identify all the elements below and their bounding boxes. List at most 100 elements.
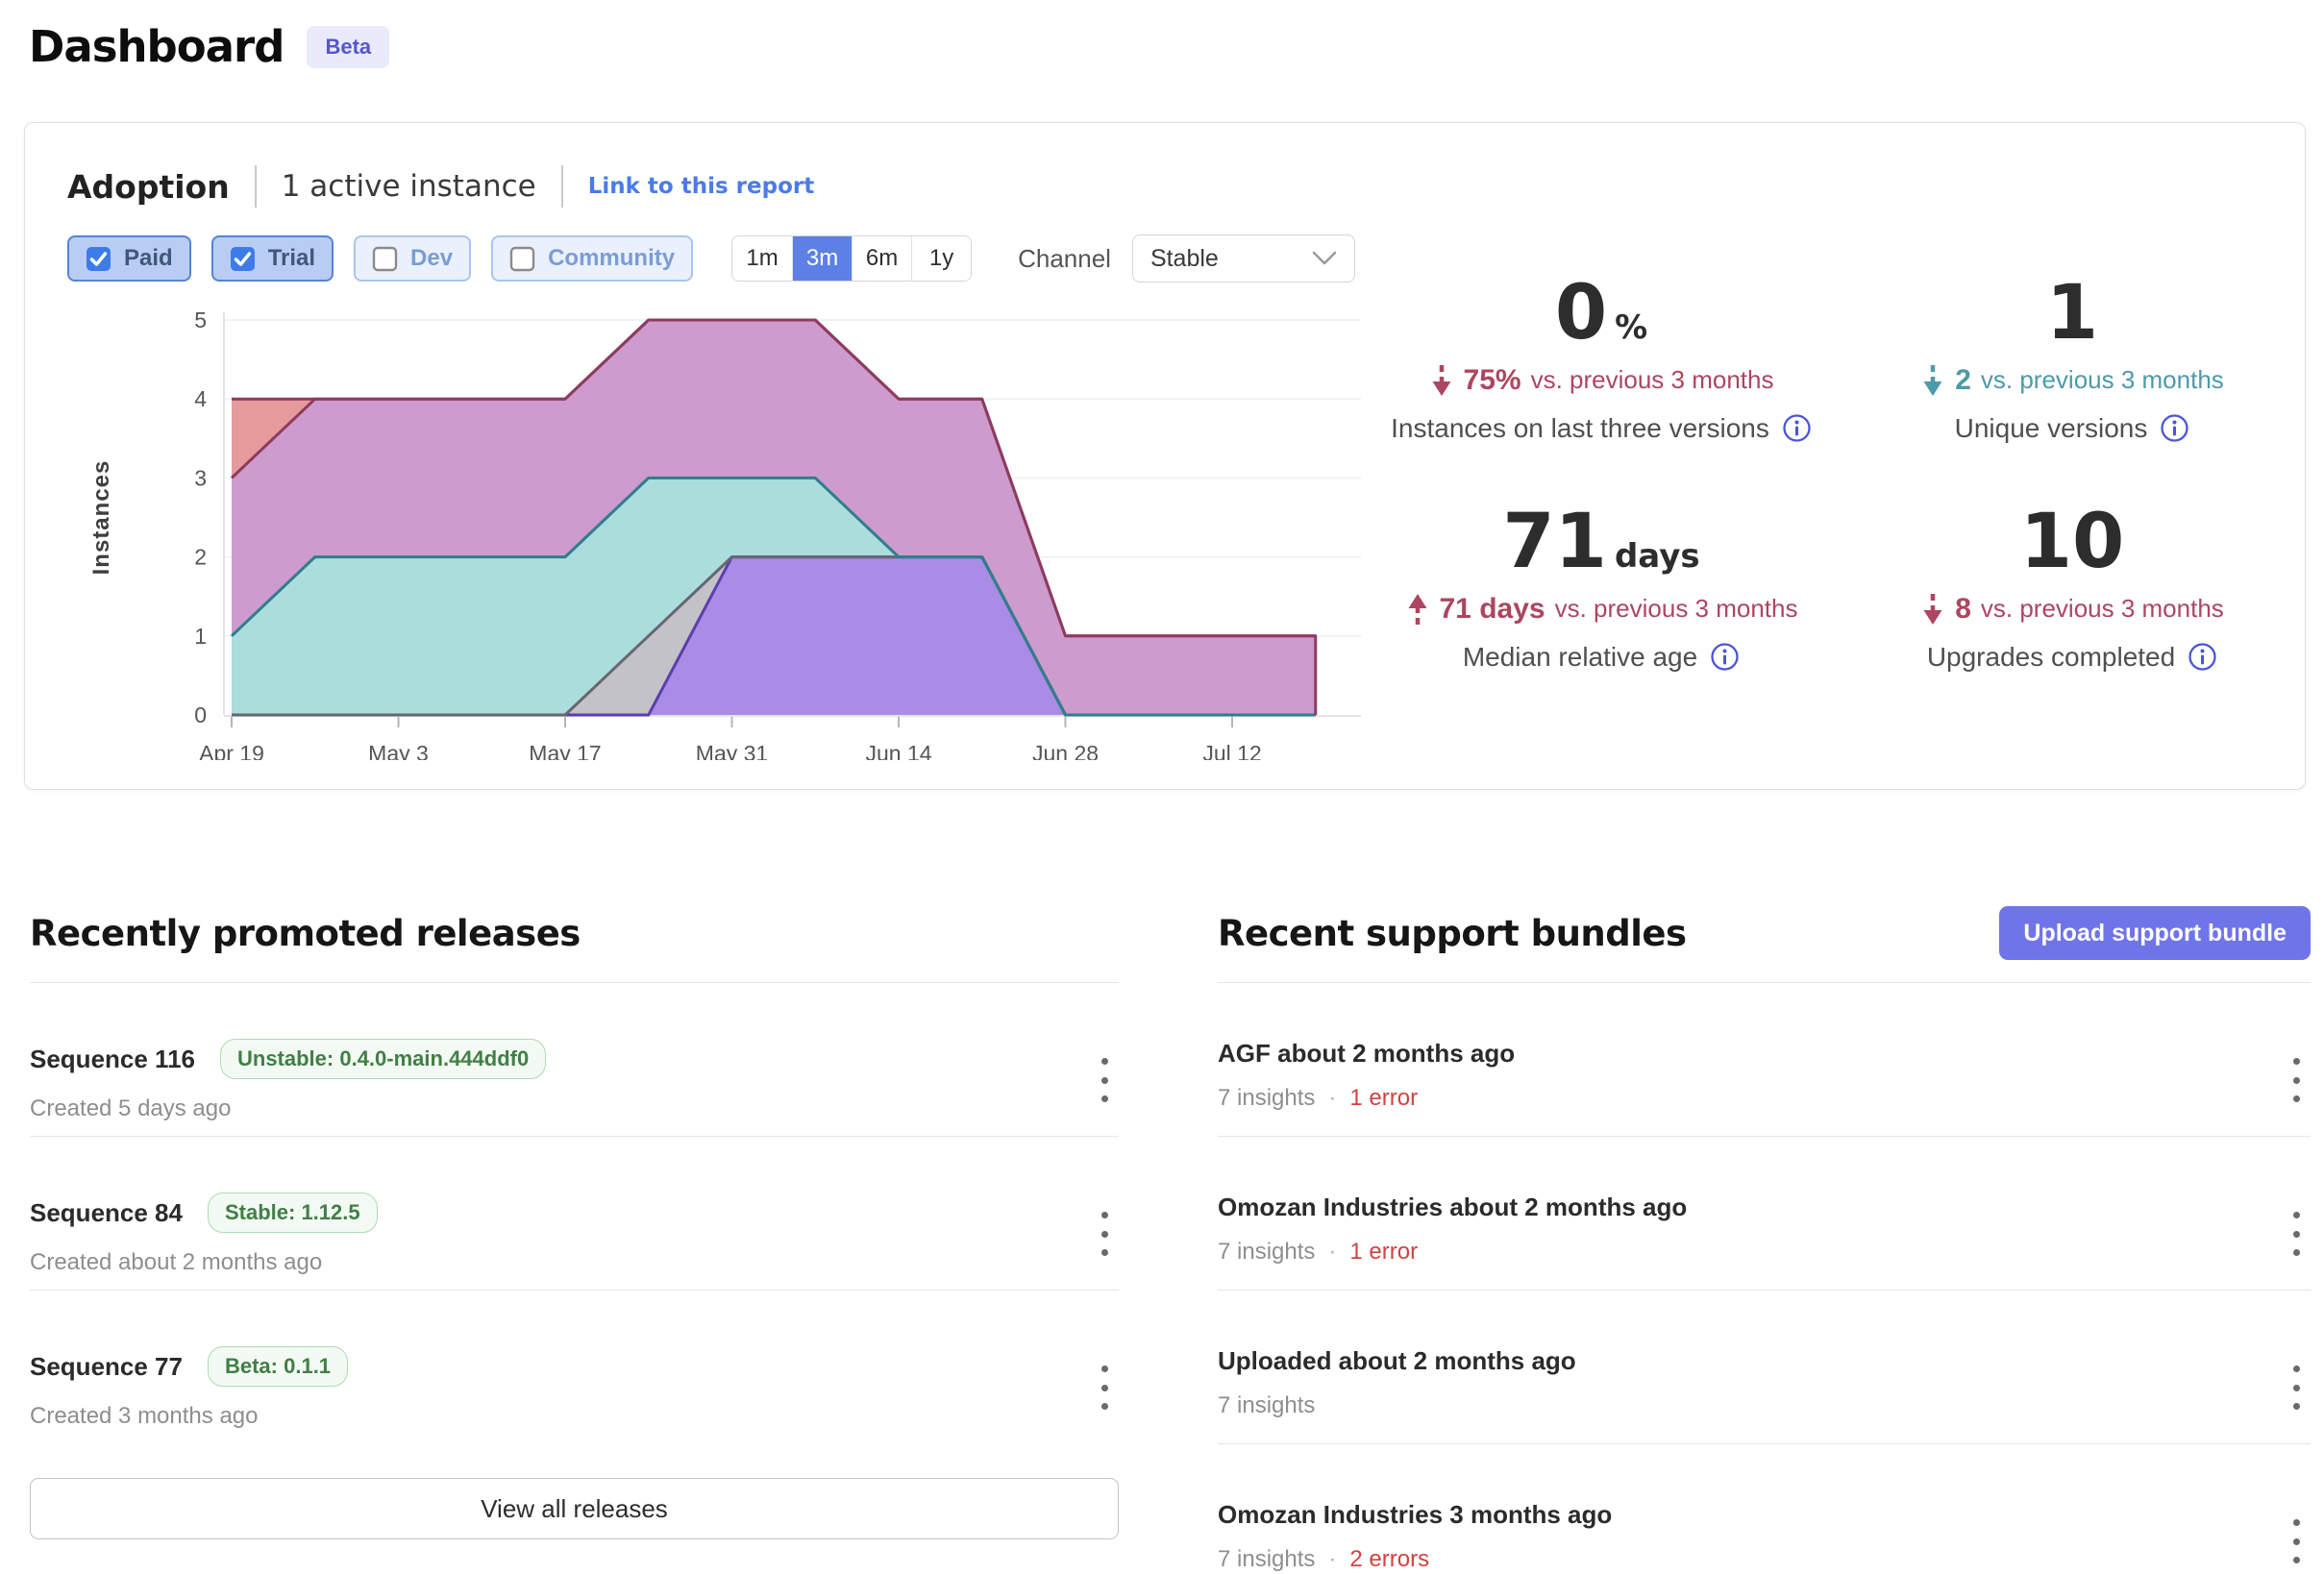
bundle-meta: 7 insights · 1 error bbox=[1218, 1239, 2311, 1266]
link-to-report[interactable]: Link to this report bbox=[587, 174, 815, 199]
adoption-card-header: Adoption 1 active instance Link to this … bbox=[67, 165, 814, 208]
stat-value-suffix: days bbox=[1614, 537, 1700, 576]
checkbox-unchecked-icon bbox=[372, 246, 398, 271]
bundle-insights-count: 7 insights bbox=[1218, 1085, 1316, 1111]
release-channel-badge: Beta: 0.1.1 bbox=[207, 1346, 349, 1387]
x-tick-label: Jun 14 bbox=[865, 741, 931, 760]
filter-paid[interactable]: Paid bbox=[67, 235, 191, 282]
release-title: Sequence 84 bbox=[30, 1197, 183, 1227]
release-title-line: Sequence 116 Unstable: 0.4.0-main.444ddf0 bbox=[30, 1039, 1119, 1079]
stat-delta: 2 vs. previous 3 months bbox=[1837, 363, 2308, 398]
release-menu-button[interactable] bbox=[1098, 1058, 1111, 1102]
bundle-title-line: AGF about 2 months ago bbox=[1218, 1039, 2311, 1069]
stat-median-relative-age: 71 days 71 days vs. previous 3 months Median… bbox=[1366, 503, 1837, 732]
bundle-row: Omozan Industries 3 months ago 7 insights… bbox=[1218, 1443, 2311, 1574]
dot-separator: · bbox=[1328, 1085, 1337, 1111]
filter-community[interactable]: Community bbox=[491, 235, 694, 282]
info-icon[interactable] bbox=[1710, 642, 1740, 672]
y-tick-label: 1 bbox=[194, 624, 207, 649]
bundle-title: Omozan Industries 3 months ago bbox=[1218, 1500, 1613, 1529]
stat-upgrades-completed: 10 8 vs. previous 3 months Upgrades complet… bbox=[1837, 503, 2308, 732]
stat-value: 1 bbox=[2045, 270, 2099, 357]
bundle-error-count: 1 error bbox=[1349, 1085, 1419, 1111]
stat-value: 0% bbox=[1554, 270, 1648, 357]
area-version-pink bbox=[232, 320, 1316, 715]
checkbox-checked-icon bbox=[230, 246, 255, 271]
info-icon[interactable] bbox=[1782, 413, 1812, 443]
bundle-menu-button[interactable] bbox=[2289, 1212, 2303, 1256]
checkbox-unchecked-icon bbox=[509, 246, 535, 271]
release-channel-badge: Stable: 1.12.5 bbox=[207, 1193, 378, 1233]
range-button-6m[interactable]: 6m bbox=[852, 236, 912, 281]
release-row: Sequence 116 Unstable: 0.4.0-main.444ddf0… bbox=[30, 982, 1119, 1136]
bundle-insights-count: 7 insights bbox=[1218, 1239, 1316, 1265]
release-created-text: Created 3 months ago bbox=[30, 1403, 259, 1429]
bundle-list: AGF about 2 months ago 7 insights · 1 error… bbox=[1218, 982, 2311, 1574]
license-filter-group: Paid Trial Dev Community bbox=[67, 235, 694, 282]
support-bundles-section: Recent support bundles Upload support bu… bbox=[1218, 905, 2311, 1574]
range-button-1m[interactable]: 1m bbox=[732, 236, 793, 281]
stat-delta-caption: vs. previous 3 months bbox=[1530, 365, 1774, 395]
bundle-title: Omozan Industries about 2 months ago bbox=[1218, 1193, 1688, 1221]
info-icon[interactable] bbox=[2188, 642, 2217, 672]
bundle-title-line: Omozan Industries about 2 months ago bbox=[1218, 1193, 2311, 1222]
divider bbox=[254, 165, 257, 208]
release-created-text: Created about 2 months ago bbox=[30, 1249, 323, 1275]
y-tick-label: 2 bbox=[194, 545, 207, 570]
filter-dev[interactable]: Dev bbox=[354, 235, 472, 282]
bundle-meta: 7 insights · 2 errors bbox=[1218, 1546, 2311, 1573]
bundle-menu-button[interactable] bbox=[2289, 1058, 2303, 1102]
release-menu-button[interactable] bbox=[1098, 1365, 1111, 1410]
filter-label: Paid bbox=[124, 245, 173, 271]
release-menu-button[interactable] bbox=[1098, 1212, 1111, 1256]
line-version-teal bbox=[230, 476, 1316, 717]
x-tick-label: May 17 bbox=[529, 741, 601, 760]
bundle-insights-count: 7 insights bbox=[1218, 1546, 1316, 1572]
stat-label: Upgrades completed bbox=[1837, 642, 2308, 673]
bundles-heading: Recent support bundles bbox=[1218, 912, 1687, 954]
view-all-releases-button[interactable]: View all releases bbox=[30, 1478, 1119, 1539]
adoption-area-chart: 0 1 2 3 4 5 Apr 19 May 3 May 17 May 31 Jun 14 Jun 2… bbox=[88, 307, 1361, 760]
channel-select[interactable]: Stable bbox=[1131, 234, 1355, 283]
stat-value-suffix: % bbox=[1615, 308, 1648, 347]
y-tick-label: 3 bbox=[194, 465, 207, 490]
y-axis-label: Instances bbox=[88, 460, 114, 576]
stat-delta: 71 days vs. previous 3 months bbox=[1366, 592, 1837, 627]
info-icon[interactable] bbox=[2160, 413, 2189, 443]
area-version-teal bbox=[232, 478, 1316, 715]
stat-delta-value: 2 bbox=[1955, 363, 1971, 396]
channel-control: Channel Stable bbox=[1018, 234, 1355, 283]
y-tick-label: 5 bbox=[194, 307, 207, 332]
filter-label: Community bbox=[548, 245, 676, 271]
arrow-up-icon bbox=[1408, 593, 1426, 625]
chart-controls: Paid Trial Dev Community 1m 3m 6m 1y Channel S… bbox=[67, 234, 1355, 283]
upload-support-bundle-button[interactable]: Upload support bundle bbox=[1999, 906, 2311, 960]
filter-trial[interactable]: Trial bbox=[210, 235, 334, 282]
checkbox-checked-icon bbox=[87, 246, 111, 271]
bundle-error-count: 2 errors bbox=[1349, 1546, 1430, 1572]
beta-badge: Beta bbox=[307, 25, 390, 68]
release-title: Sequence 116 bbox=[30, 1044, 195, 1073]
bundle-title-line: Uploaded about 2 months ago bbox=[1218, 1346, 2311, 1376]
filter-label: Dev bbox=[410, 245, 454, 271]
dot-separator: · bbox=[1328, 1546, 1337, 1572]
release-title: Sequence 77 bbox=[30, 1351, 183, 1381]
stat-delta: 75% vs. previous 3 months bbox=[1366, 363, 1837, 398]
range-button-3m[interactable]: 3m bbox=[792, 236, 853, 281]
stat-delta-caption: vs. previous 3 months bbox=[1554, 594, 1798, 624]
bundle-menu-button[interactable] bbox=[2289, 1365, 2303, 1410]
bundle-insights-count: 7 insights bbox=[1218, 1392, 1316, 1418]
dot-separator: · bbox=[1328, 1239, 1337, 1265]
stat-label: Median relative age bbox=[1366, 642, 1837, 673]
bundle-title-line: Omozan Industries 3 months ago bbox=[1218, 1500, 2311, 1530]
range-button-1y[interactable]: 1y bbox=[911, 236, 972, 281]
stat-delta-caption: vs. previous 3 months bbox=[1980, 365, 2224, 395]
bundle-error-count: 1 error bbox=[1349, 1239, 1419, 1265]
release-row: Sequence 77 Beta: 0.1.1 Created 3 months a… bbox=[30, 1290, 1119, 1443]
bundle-menu-button[interactable] bbox=[2289, 1519, 2303, 1563]
bundle-title: AGF about 2 months ago bbox=[1218, 1039, 1516, 1068]
x-tick-label: Jun 28 bbox=[1032, 741, 1099, 760]
arrow-down-icon bbox=[1923, 593, 1942, 625]
adoption-card: Adoption 1 active instance Link to this … bbox=[24, 122, 2306, 790]
page-header: Dashboard Beta bbox=[29, 21, 390, 72]
